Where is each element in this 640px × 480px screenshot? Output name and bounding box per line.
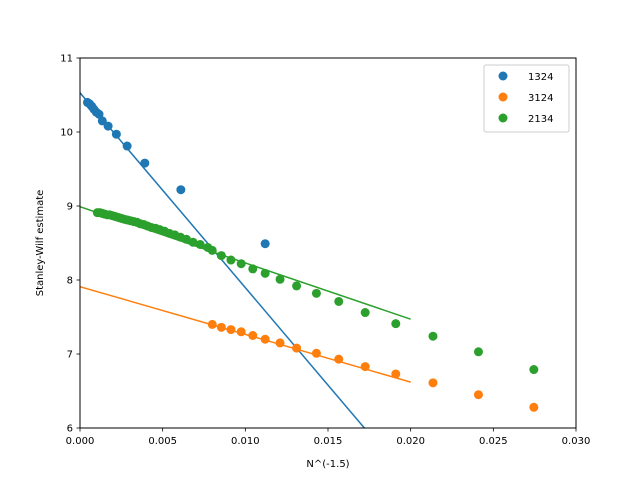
point-3124-5	[260, 334, 270, 344]
x-axis-label: N^(-1.5)	[306, 459, 349, 470]
y-tick-label: 6	[67, 424, 73, 435]
point-2134-39	[334, 296, 344, 306]
point-2134-35	[260, 268, 270, 278]
point-3124-7	[292, 343, 302, 353]
y-axis-label: Stanley-Wilf estimate	[35, 190, 46, 297]
y-tick-label: 10	[60, 128, 73, 139]
point-1324-10	[140, 158, 150, 168]
legend-frame	[483, 64, 570, 133]
legend-label-2134: 2134	[528, 114, 553, 125]
legend-marker-1324	[498, 71, 508, 81]
x-axis-ticks: 0.000 0.005 0.010 0.015 0.020 0.025 0.030	[66, 428, 591, 447]
point-2134-42	[428, 331, 438, 341]
point-2134-36	[275, 274, 285, 284]
point-2134-34	[248, 264, 258, 274]
y-tick-label: 8	[67, 276, 73, 287]
y-axis-ticks: 6 7 8 9 10 11	[60, 54, 80, 435]
point-2134-33	[236, 259, 246, 269]
point-1324-11	[176, 185, 186, 195]
legend-label-1324: 1324	[528, 72, 553, 83]
point-2134-32	[226, 255, 236, 265]
point-3124-10	[360, 362, 370, 372]
point-2134-44	[529, 365, 539, 375]
point-3124-11	[391, 369, 401, 379]
point-1324-6	[97, 116, 107, 126]
point-2134-37	[292, 281, 302, 291]
point-1324-12	[260, 239, 270, 249]
x-tick-label: 0.015	[314, 436, 343, 447]
legend-marker-2134	[498, 113, 508, 123]
x-tick-label: 0.030	[562, 436, 591, 447]
x-tick-label: 0.010	[231, 436, 260, 447]
point-1324-8	[111, 129, 121, 139]
fit-line-3124	[80, 285, 411, 383]
point-2134-38	[311, 288, 321, 298]
data-points	[82, 97, 539, 412]
point-1324-9	[122, 141, 132, 151]
legend: 1324 3124 2134	[483, 64, 570, 133]
point-2134-40	[360, 308, 370, 318]
y-tick-label: 9	[67, 202, 73, 213]
point-2134-28	[195, 239, 205, 249]
x-tick-label: 0.005	[148, 436, 177, 447]
x-tick-label: 0.020	[396, 436, 425, 447]
point-2134-43	[473, 347, 483, 357]
point-3124-3	[236, 327, 246, 337]
point-2134-27	[188, 237, 198, 247]
y-tick-label: 11	[60, 54, 73, 65]
point-3124-9	[334, 354, 344, 364]
point-1324-5	[94, 109, 104, 119]
point-3124-4	[248, 331, 258, 340]
y-tick-label: 7	[67, 350, 73, 361]
point-3124-8	[311, 348, 321, 358]
legend-marker-3124	[498, 92, 508, 102]
point-2134-30	[207, 245, 217, 255]
point-3124-0	[207, 319, 217, 329]
point-3124-14	[529, 402, 539, 412]
point-2134-31	[216, 251, 226, 261]
point-3124-2	[226, 325, 236, 335]
point-3124-1	[216, 322, 226, 332]
x-tick-label: 0.025	[479, 436, 508, 447]
point-3124-13	[473, 390, 483, 400]
point-1324-7	[103, 121, 113, 131]
legend-label-3124: 3124	[528, 93, 553, 104]
x-tick-label: 0.000	[66, 436, 95, 447]
point-2134-41	[391, 319, 401, 329]
point-3124-6	[275, 338, 285, 348]
point-3124-12	[428, 378, 438, 388]
